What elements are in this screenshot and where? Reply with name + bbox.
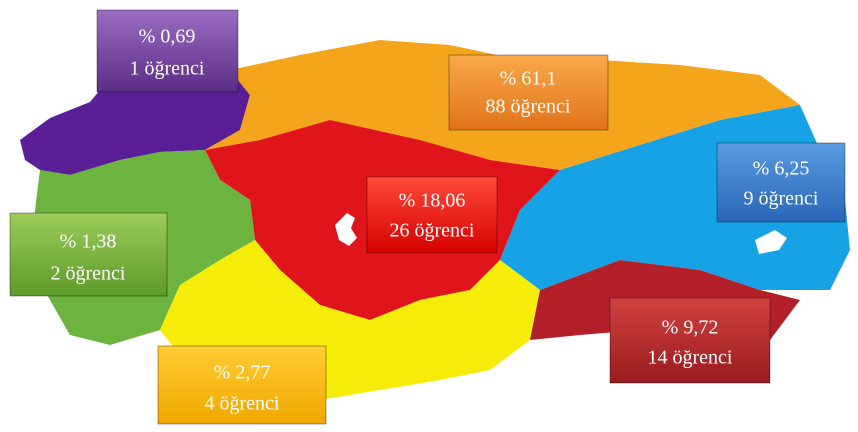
student-label: 1 öğrenci — [130, 58, 205, 80]
student-label: 4 öğrenci — [205, 393, 280, 415]
label-box — [716, 142, 846, 223]
student-label: 9 öğrenci — [744, 188, 819, 210]
percent-label: % 61,1 — [500, 68, 557, 90]
label-box — [448, 54, 609, 131]
percent-label: % 18,06 — [399, 190, 466, 212]
label-box — [609, 297, 771, 384]
percent-label: % 2,77 — [214, 362, 271, 384]
student-label: 88 öğrenci — [486, 96, 571, 118]
label-box — [366, 176, 498, 254]
percent-label: % 1,38 — [60, 231, 117, 253]
label-box — [9, 212, 168, 297]
percent-label: % 9,72 — [662, 317, 719, 339]
percent-label: % 6,25 — [753, 158, 810, 180]
student-label: 26 öğrenci — [390, 220, 475, 242]
lake — [335, 213, 357, 246]
label-box — [157, 345, 327, 425]
student-label: 14 öğrenci — [648, 347, 733, 369]
student-label: 2 öğrenci — [51, 263, 126, 285]
label-boxes: % 0,69 1 öğrenci % 61,1 88 öğrenci % 18,… — [9, 9, 846, 425]
label-box — [96, 9, 239, 93]
percent-label: % 0,69 — [139, 26, 196, 48]
regions — [20, 40, 850, 400]
region-marmara — [20, 70, 250, 175]
lake-van — [755, 230, 787, 254]
